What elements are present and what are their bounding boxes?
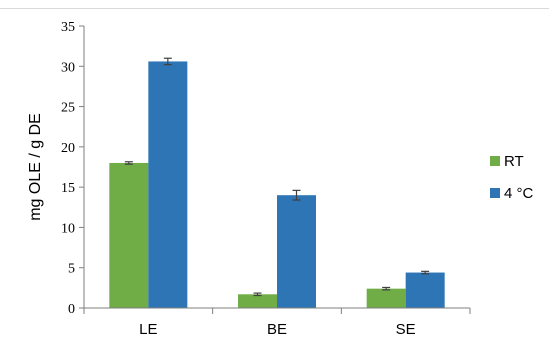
y-tick-label: 10 [61,221,75,236]
legend-label: RT [504,153,524,170]
legend-swatch [490,156,500,166]
y-tick-label: 20 [61,141,75,156]
y-tick-label: 35 [61,20,75,35]
bar [238,294,277,308]
y-tick-label: 15 [61,181,75,196]
x-axis: LE BE SE [83,307,471,337]
y-tick-label: 0 [68,302,75,317]
bar [277,195,316,308]
x-tick-label: SE [396,321,416,337]
y-tick-label: 30 [61,60,75,75]
x-tick-label: LE [139,321,157,337]
top-rule [0,8,549,9]
bar [148,61,188,308]
bar [366,288,406,308]
bar [109,162,149,308]
bars [109,57,445,308]
y-axis-label: mg OLE / g DE [27,113,44,221]
legend-swatch [490,188,500,198]
bar [405,272,445,308]
x-tick-label: BE [267,321,287,337]
legend: RT 4 °C [490,153,534,202]
legend-label: 4 °C [504,185,534,202]
y-tick-label: 5 [68,262,75,277]
y-axis: 0 5 10 15 20 25 30 35 [61,20,85,317]
y-tick-label: 25 [61,101,75,116]
